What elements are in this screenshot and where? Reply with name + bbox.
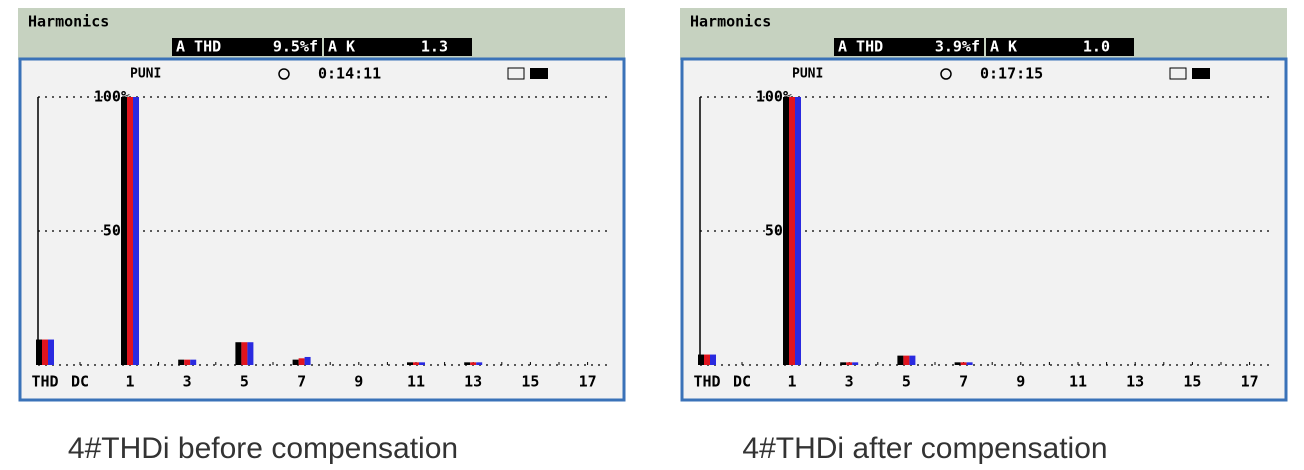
k-box [986,38,1134,56]
bar [704,354,710,365]
bar [698,354,704,365]
k-value: 1.0 [1083,38,1110,56]
bar [789,97,795,365]
bar [846,362,853,365]
x-tick-label: 13 [1126,373,1144,391]
x-tick-label: THD [31,373,58,391]
bar [298,358,305,365]
bar [419,362,425,365]
thd-label: A THD [176,38,221,56]
k-box [324,38,472,56]
x-tick-label: 5 [902,373,911,391]
timer-icon [940,68,952,80]
bar [304,356,311,365]
mode: PUNI [792,67,823,82]
bar [42,339,48,365]
bar [960,362,967,365]
bar [133,97,139,365]
y-tick-label: 100% [756,88,792,106]
x-tick-label: 3 [183,373,192,391]
bar [413,362,419,365]
x-tick-label: DC [733,373,751,391]
bar [178,359,185,365]
thd-value: 9.5%f [273,38,318,56]
bar [292,359,299,365]
mode: PUNI [130,67,161,82]
bar [852,362,859,365]
timer: 0:17:15 [980,65,1043,83]
x-tick-label: DC [71,373,89,391]
x-tick-label: 1 [787,373,796,391]
caption: 4#THDi after compensation [742,432,1107,465]
bar [909,355,916,365]
bar [710,354,716,365]
thd-box [834,38,984,56]
x-tick-label: 3 [845,373,854,391]
panel [18,57,626,402]
bar [48,339,54,365]
bar [476,362,483,365]
k-value: 1.3 [421,38,448,56]
x-tick-label: 15 [1183,373,1201,391]
bar [464,362,471,365]
bar [897,355,904,365]
x-tick-label: 7 [297,373,306,391]
x-tick-label: 9 [354,373,363,391]
thd-label: A THD [838,38,883,56]
caption: 4#THDi before compensation [68,432,458,465]
x-tick-label: 11 [407,373,425,391]
icon [507,67,525,80]
bar [966,362,973,365]
panel [680,57,1288,402]
thd-box [172,38,322,56]
screen-title: Harmonics [690,13,771,31]
bar [190,359,197,365]
bar [783,97,789,365]
icon [1192,68,1210,79]
bar [235,342,242,365]
x-tick-label: 17 [579,373,597,391]
k-label: A K [990,38,1017,56]
bar [121,97,127,365]
thd-value: 3.9%f [935,38,980,56]
bar [127,97,133,365]
k-label: A K [328,38,355,56]
bar [184,359,191,365]
x-tick-label: 17 [1241,373,1259,391]
icon [1169,67,1187,80]
x-tick-label: 9 [1016,373,1025,391]
bar [247,342,254,365]
x-tick-label: 5 [240,373,249,391]
bar [954,362,961,365]
icon [530,68,548,79]
y-tick-label: 100% [94,88,130,106]
bar [241,342,248,365]
timer-icon [278,68,290,80]
bar [407,362,413,365]
x-tick-label: 1 [125,373,134,391]
x-tick-label: 15 [521,373,539,391]
bar [840,362,847,365]
bar [795,97,801,365]
bar [36,339,42,365]
bar [470,362,477,365]
bar [903,355,910,365]
x-tick-label: 7 [959,373,968,391]
screen-title: Harmonics [28,13,109,31]
x-tick-label: 13 [464,373,482,391]
x-tick-label: 11 [1069,373,1087,391]
timer: 0:14:11 [318,65,381,83]
x-tick-label: THD [693,373,720,391]
